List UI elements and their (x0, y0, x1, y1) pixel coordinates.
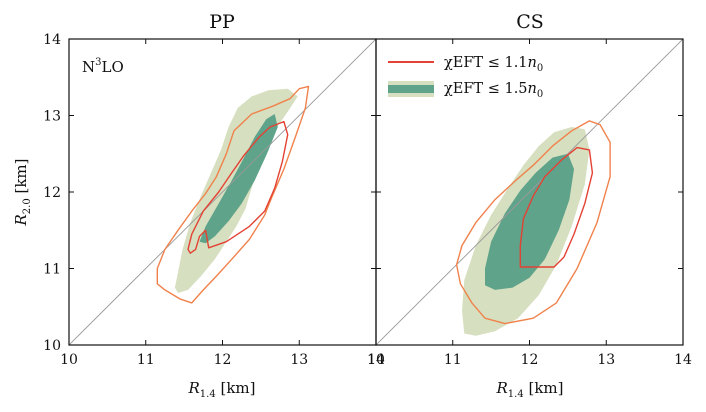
x-tick-label: 13 (290, 352, 308, 368)
panel-title-cs: CS (516, 11, 544, 33)
ticks-cs: 10 11 12 13 14 (367, 38, 692, 368)
x-tick-label: 10 (367, 352, 385, 368)
diagonal-line-pp (69, 39, 376, 345)
y-tick-label: 13 (43, 109, 61, 125)
diagonal-line-cs (376, 39, 683, 345)
x-tick-label: 10 (60, 352, 78, 368)
x-axis-label-pp: R1.4 [km] (188, 379, 256, 400)
x-tick-label: 11 (444, 352, 462, 368)
contour-cs-3 (519, 146, 594, 268)
legend-patch-inner (388, 85, 434, 93)
contour-pp-1 (199, 114, 278, 244)
plot-area-pp (69, 39, 376, 345)
contour-cs-1 (485, 153, 574, 290)
y-axis-label: R2.0 [km] (12, 159, 33, 227)
x-tick-label: 14 (674, 352, 692, 368)
y-tick-label: 11 (43, 262, 61, 278)
contour-cs-2 (455, 120, 611, 325)
y-tick-label: 10 (43, 338, 61, 354)
y-tick-label: 14 (43, 32, 61, 48)
x-tick-label: 11 (137, 352, 155, 368)
contour-pp-3 (187, 120, 289, 254)
legend-label-1p5n0: χEFT ≤ 1.5n0 (444, 81, 543, 100)
legend: χEFT ≤ 1.1n0 χEFT ≤ 1.5n0 (388, 55, 543, 100)
panel-cs: CS 10 11 12 13 14 R1.4 [km] χEFT ≤ 1.1n0 χEF… (367, 11, 692, 400)
y-tick-label: 12 (43, 185, 61, 201)
legend-label-1p1n0: χEFT ≤ 1.1n0 (444, 55, 543, 74)
x-tick-label: 13 (597, 352, 615, 368)
x-tick-label: 12 (521, 352, 539, 368)
contour-pp-2 (156, 85, 310, 304)
plot-area-cs (376, 39, 683, 345)
x-axis-label-cs: R1.4 [km] (496, 379, 564, 400)
panel-title-pp: PP (209, 11, 235, 33)
annotation-n3lo: N3LO (82, 57, 124, 76)
x-tick-label: 14 (367, 352, 385, 368)
x-tick-label: 12 (214, 352, 232, 368)
